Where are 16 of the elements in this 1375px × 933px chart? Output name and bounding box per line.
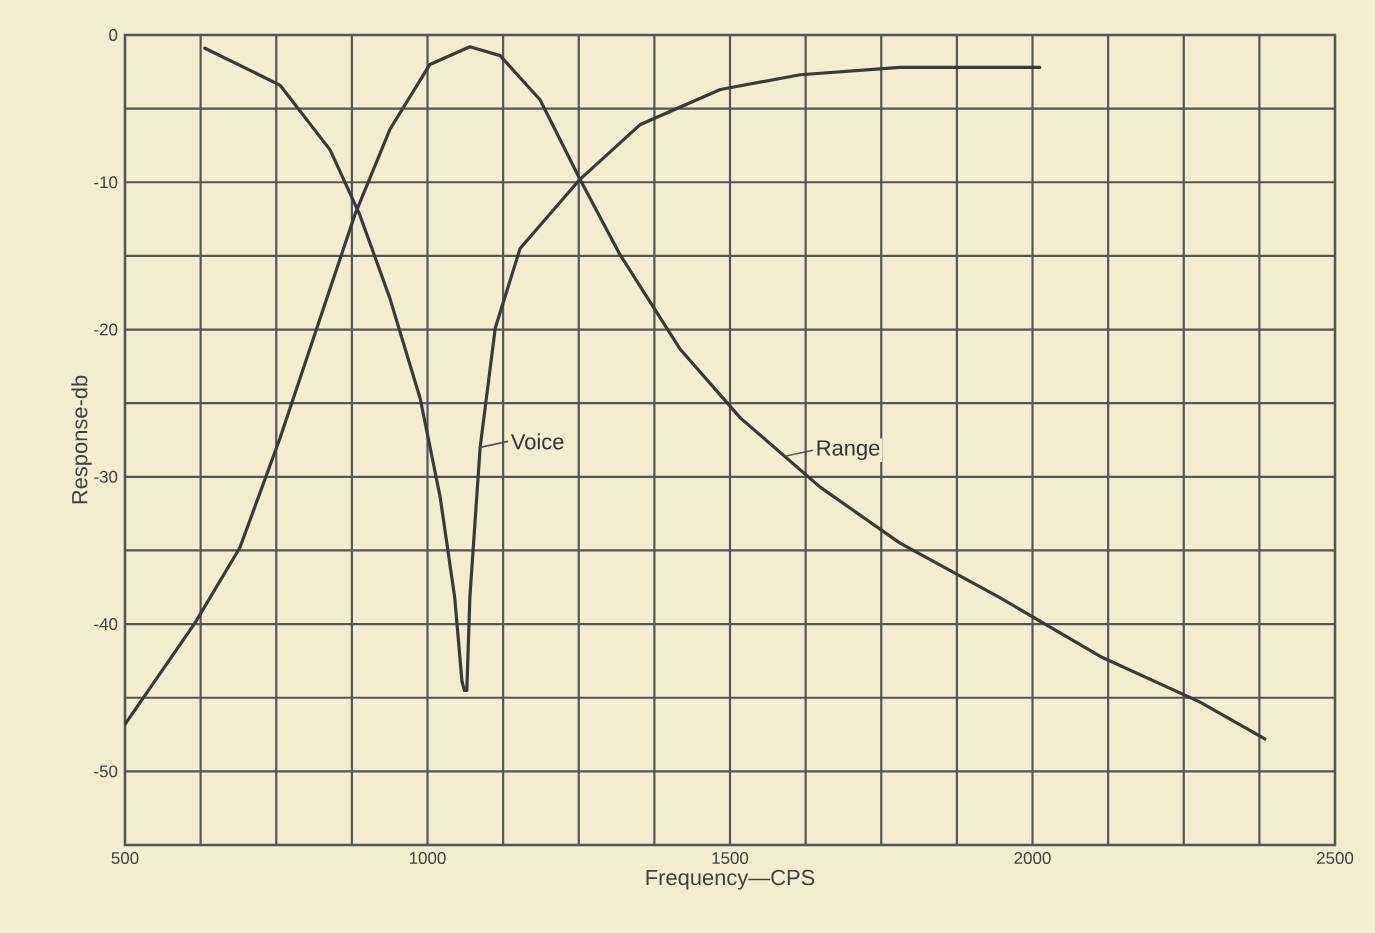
x-tick-label: 1000 bbox=[409, 852, 446, 865]
y-axis-title: Response-db bbox=[71, 375, 92, 504]
x-tick-label: 500 bbox=[111, 852, 139, 865]
x-tick-label: 2500 bbox=[1317, 852, 1354, 865]
y-tick-label: -20 bbox=[94, 323, 118, 336]
x-tick-label: 1500 bbox=[712, 852, 749, 865]
y-tick-label: -40 bbox=[94, 618, 118, 631]
y-tick-label: -30 bbox=[94, 470, 118, 483]
annotation: Voice bbox=[510, 433, 564, 450]
y-tick-label: -50 bbox=[94, 765, 118, 778]
x-tick-label: 2000 bbox=[1014, 852, 1051, 865]
line-series bbox=[125, 45, 1267, 741]
y-tick-label: 0 bbox=[109, 29, 118, 41]
annotation: Range bbox=[817, 440, 880, 461]
x-axis-title: Frequency—CPS bbox=[646, 869, 815, 890]
y-tick-label: -10 bbox=[94, 176, 118, 189]
